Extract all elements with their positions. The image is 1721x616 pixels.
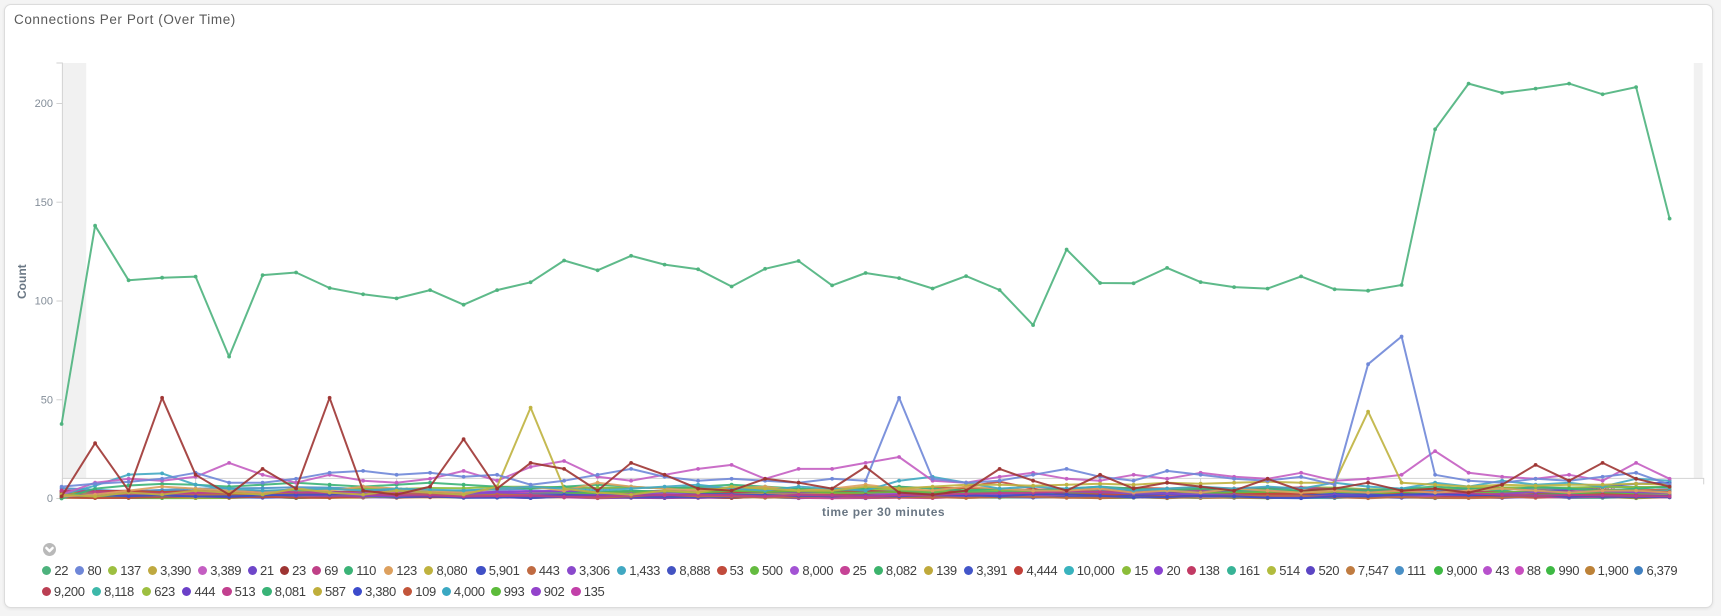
svg-text:200: 200 [35, 98, 53, 110]
svg-text:150: 150 [35, 197, 53, 209]
svg-text:50: 50 [41, 394, 53, 406]
svg-text:0: 0 [47, 493, 53, 505]
svg-text:100: 100 [35, 296, 53, 308]
